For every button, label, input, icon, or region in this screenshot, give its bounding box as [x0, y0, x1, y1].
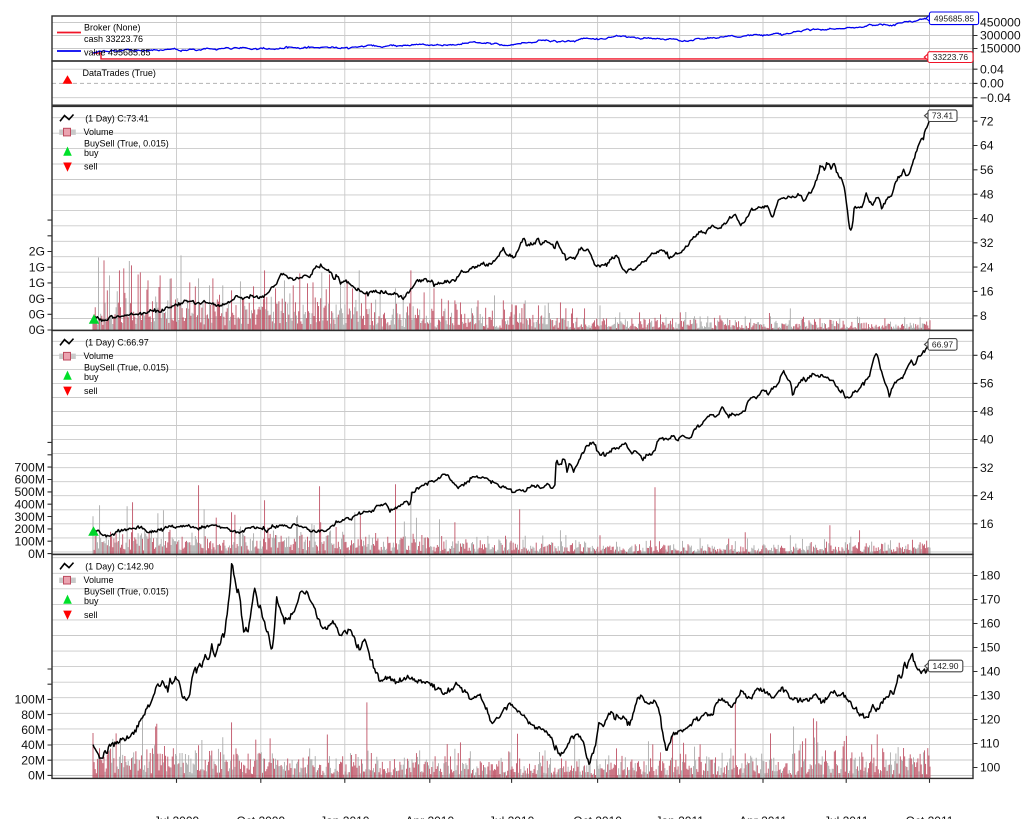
svg-text:66.97: 66.97 [932, 339, 954, 349]
svg-text:56: 56 [980, 163, 994, 177]
svg-text:0.04: 0.04 [980, 62, 1004, 76]
svg-text:sell: sell [84, 610, 98, 620]
svg-text:40: 40 [980, 433, 994, 447]
svg-text:0G: 0G [29, 308, 45, 322]
svg-text:buy: buy [84, 148, 99, 158]
svg-text:Oct 2009: Oct 2009 [236, 814, 285, 819]
svg-text:16: 16 [980, 285, 994, 299]
svg-text:160: 160 [980, 617, 1001, 631]
svg-text:value 495685.85: value 495685.85 [84, 47, 151, 57]
svg-text:500M: 500M [15, 485, 46, 499]
svg-text:(1 Day) C:73.41: (1 Day) C:73.41 [85, 114, 149, 124]
svg-text:700M: 700M [15, 460, 46, 474]
svg-text:Volume: Volume [84, 351, 114, 361]
svg-text:buy: buy [84, 372, 99, 382]
svg-text:170: 170 [980, 593, 1001, 607]
svg-text:150: 150 [980, 641, 1001, 655]
svg-text:buy: buy [84, 596, 99, 606]
svg-text:(1 Day) C:142.90: (1 Day) C:142.90 [85, 562, 154, 572]
svg-text:0G: 0G [29, 292, 45, 306]
svg-text:142.90: 142.90 [933, 661, 959, 671]
svg-text:DataTrades (True): DataTrades (True) [83, 68, 156, 78]
svg-text:1G: 1G [29, 260, 45, 274]
svg-text:Jul 2010: Jul 2010 [489, 814, 535, 819]
svg-text:300000: 300000 [980, 29, 1021, 43]
svg-text:Apr 2010: Apr 2010 [405, 814, 454, 819]
svg-text:495685.85: 495685.85 [934, 13, 974, 23]
svg-text:0M: 0M [28, 769, 45, 783]
svg-text:cash 33223.76: cash 33223.76 [84, 34, 143, 44]
svg-text:8: 8 [980, 309, 987, 323]
svg-text:400M: 400M [15, 497, 46, 511]
svg-text:33223.76: 33223.76 [933, 52, 969, 62]
svg-text:Jul 2009: Jul 2009 [154, 814, 200, 819]
svg-text:16: 16 [980, 517, 994, 531]
svg-text:180: 180 [980, 569, 1001, 583]
svg-text:56: 56 [980, 377, 994, 391]
svg-text:120: 120 [980, 713, 1001, 727]
svg-text:20M: 20M [21, 753, 45, 767]
svg-text:48: 48 [980, 405, 994, 419]
svg-text:32: 32 [980, 461, 994, 475]
svg-text:1G: 1G [29, 276, 45, 290]
svg-text:150000: 150000 [980, 42, 1021, 56]
svg-text:48: 48 [980, 187, 994, 201]
svg-text:(1 Day) C:66.97: (1 Day) C:66.97 [85, 338, 149, 348]
svg-text:0.00: 0.00 [980, 77, 1004, 91]
svg-text:0M: 0M [28, 547, 45, 561]
svg-text:140: 140 [980, 665, 1001, 679]
svg-text:Oct 2010: Oct 2010 [573, 814, 622, 819]
svg-text:100M: 100M [15, 535, 46, 549]
svg-text:BuySell (True, 0.015): BuySell (True, 0.015) [84, 139, 169, 149]
svg-text:600M: 600M [15, 473, 46, 487]
svg-text:BuySell (True, 0.015): BuySell (True, 0.015) [84, 587, 169, 597]
svg-text:100M: 100M [15, 693, 46, 707]
svg-text:64: 64 [980, 349, 994, 363]
svg-text:110: 110 [980, 737, 1000, 751]
svg-text:sell: sell [84, 162, 98, 172]
svg-text:24: 24 [980, 260, 994, 274]
svg-text:300M: 300M [15, 510, 46, 524]
svg-text:60M: 60M [21, 723, 45, 737]
svg-text:2G: 2G [29, 245, 45, 259]
svg-text:200M: 200M [15, 522, 46, 536]
svg-text:40M: 40M [21, 738, 45, 752]
svg-text:450000: 450000 [980, 16, 1021, 30]
svg-text:32: 32 [980, 236, 994, 250]
svg-text:Jan 2010: Jan 2010 [320, 814, 370, 819]
svg-text:−0.04: −0.04 [980, 91, 1011, 105]
svg-text:sell: sell [84, 386, 98, 396]
svg-text:64: 64 [980, 139, 994, 153]
svg-text:80M: 80M [21, 708, 45, 722]
svg-text:40: 40 [980, 212, 994, 226]
svg-text:BuySell (True, 0.015): BuySell (True, 0.015) [84, 363, 169, 373]
svg-text:Volume: Volume [84, 127, 114, 137]
svg-text:0G: 0G [29, 323, 45, 337]
svg-text:Broker (None): Broker (None) [84, 23, 141, 33]
svg-text:73.41: 73.41 [932, 111, 954, 121]
svg-text:72: 72 [980, 114, 994, 128]
svg-text:Volume: Volume [84, 575, 114, 585]
svg-text:100: 100 [980, 761, 1001, 775]
svg-text:24: 24 [980, 489, 994, 503]
svg-text:130: 130 [980, 689, 1001, 703]
